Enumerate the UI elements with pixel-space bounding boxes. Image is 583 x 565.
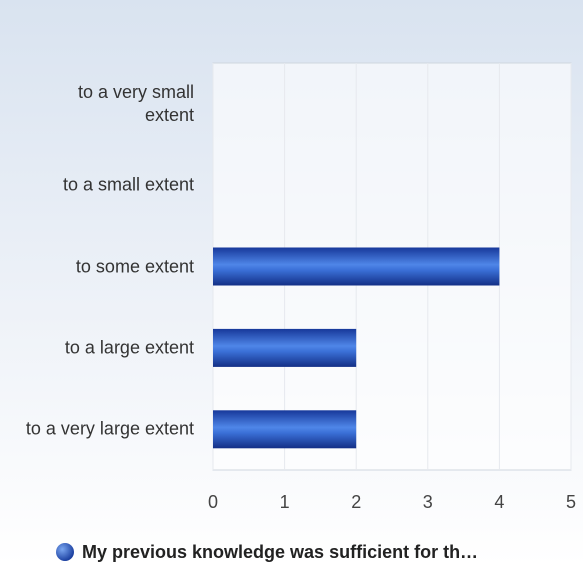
y-tick-label: to a very large extent bbox=[25, 418, 194, 439]
x-tick-label: 4 bbox=[494, 492, 504, 512]
legend-marker bbox=[56, 543, 74, 561]
x-tick-label: 5 bbox=[566, 492, 576, 512]
bar bbox=[213, 247, 500, 286]
x-tick-label: 2 bbox=[351, 492, 361, 512]
x-tick-label: 1 bbox=[280, 492, 290, 512]
y-tick-label: to a large extent bbox=[64, 337, 194, 358]
legend-text: My previous knowledge was sufficient for… bbox=[82, 542, 478, 562]
y-tick-label: to a very small extent bbox=[77, 81, 194, 125]
x-tick-label: 0 bbox=[208, 492, 218, 512]
bar bbox=[213, 410, 357, 449]
y-tick-label: to some extent bbox=[75, 256, 194, 276]
bar bbox=[213, 328, 357, 367]
x-tick-label: 3 bbox=[423, 492, 433, 512]
y-tick-label: to a small extent bbox=[62, 174, 194, 195]
